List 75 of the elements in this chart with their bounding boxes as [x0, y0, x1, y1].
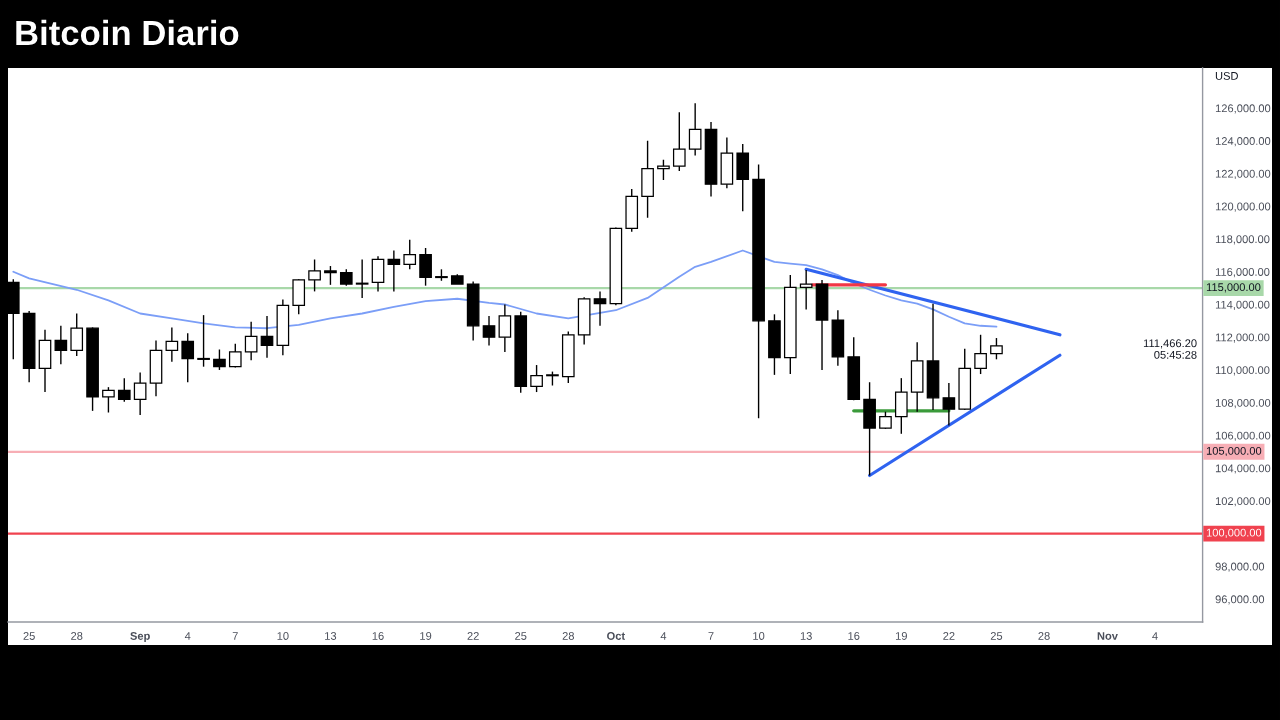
candlestick [387, 249, 401, 293]
x-tick-label: 28 [1038, 632, 1050, 640]
x-tick-label: 16 [372, 632, 384, 640]
candlestick [54, 325, 68, 365]
annotation: 111,466.20 05:45:28 [1143, 339, 1197, 359]
candlestick [688, 102, 702, 157]
chart-title: Bitcoin Diario [16, 19, 239, 46]
x-tick-label: 25 [515, 632, 527, 640]
x-tick-label: 16 [848, 632, 860, 640]
candlestick [403, 239, 417, 271]
y-tick-label: 104,000.00 [1215, 464, 1271, 474]
x-tick-label: Oct [607, 632, 625, 640]
candlestick [260, 315, 274, 359]
x-tick-label: 7 [708, 632, 714, 640]
candlestick [942, 382, 956, 427]
candlestick [498, 303, 512, 353]
x-tick-label: 25 [23, 632, 35, 640]
x-tick-label: Nov [1097, 632, 1118, 640]
y-tick-label: 122,000.00 [1215, 169, 1271, 180]
candlestick [799, 269, 813, 311]
candlestick [324, 265, 337, 286]
candlestick [244, 320, 258, 361]
x-tick-label: 4 [184, 632, 191, 640]
candlestick [213, 348, 226, 371]
candlestick [672, 111, 686, 172]
y-tick-label: 126,000.00 [1215, 104, 1271, 114]
y-tick-label: 96,000.00 [1215, 595, 1265, 605]
candlestick [990, 337, 1003, 361]
y-tick-label: 106,000.00 [1215, 431, 1271, 441]
y-tick-label: 102,000.00 [1215, 497, 1271, 507]
x-tick-label: 13 [325, 632, 337, 640]
candlestick [482, 315, 496, 347]
y-tick-label: 114,000.00 [1215, 300, 1270, 310]
candlestick [355, 258, 369, 299]
x-tick-label: 25 [990, 632, 1003, 640]
candlestick [133, 371, 147, 416]
candlestick [197, 314, 210, 368]
candlestick [228, 343, 242, 369]
ref-line-label: 105,000.00 [1206, 446, 1262, 457]
y-tick-label: 98,000.00 [1215, 562, 1265, 572]
line-series [12, 249, 998, 330]
x-tick-label: 4 [660, 632, 667, 640]
y-tick-label: 118,000.00 [1215, 235, 1270, 245]
x-tick-label: 22 [467, 632, 479, 640]
x-tick-label: Sep [130, 632, 150, 643]
ref-line-label: 100,000.00 [1206, 528, 1262, 538]
y-tick-label: 124,000.00 [1215, 137, 1271, 147]
candlestick [181, 332, 195, 383]
candlestick [308, 258, 321, 293]
y-axis-title: USD [1215, 71, 1238, 80]
x-tick-label: 19 [420, 632, 432, 640]
x-tick-label: 13 [800, 632, 812, 640]
y-tick-label: 112,000.00 [1215, 333, 1270, 343]
y-tick-label: 116,000.00 [1215, 268, 1270, 278]
candlestick [530, 364, 543, 393]
x-tick-label: 10 [753, 632, 765, 640]
candlestick [419, 247, 432, 287]
x-tick-label: 22 [943, 632, 955, 640]
candlestick [117, 377, 131, 403]
x-tick-label: 7 [232, 632, 238, 640]
candlestick [371, 255, 385, 293]
candlestick [165, 326, 179, 363]
x-tick-label: 4 [1152, 632, 1158, 640]
candlestick [102, 386, 115, 414]
y-tick-label: 120,000.00 [1215, 202, 1271, 212]
candlestick [974, 334, 987, 375]
ref-line-label: 115,000.00 [1206, 283, 1261, 293]
candlestick [593, 290, 607, 327]
y-tick-label: 110,000.00 [1215, 366, 1270, 376]
x-tick-label: 19 [895, 632, 907, 640]
candlestick [70, 312, 84, 357]
x-tick-label: 28 [562, 632, 574, 640]
x-tick-label: 28 [71, 632, 83, 640]
x-tick-label: 10 [277, 632, 289, 640]
y-tick-label: 108,000.00 [1215, 398, 1271, 409]
